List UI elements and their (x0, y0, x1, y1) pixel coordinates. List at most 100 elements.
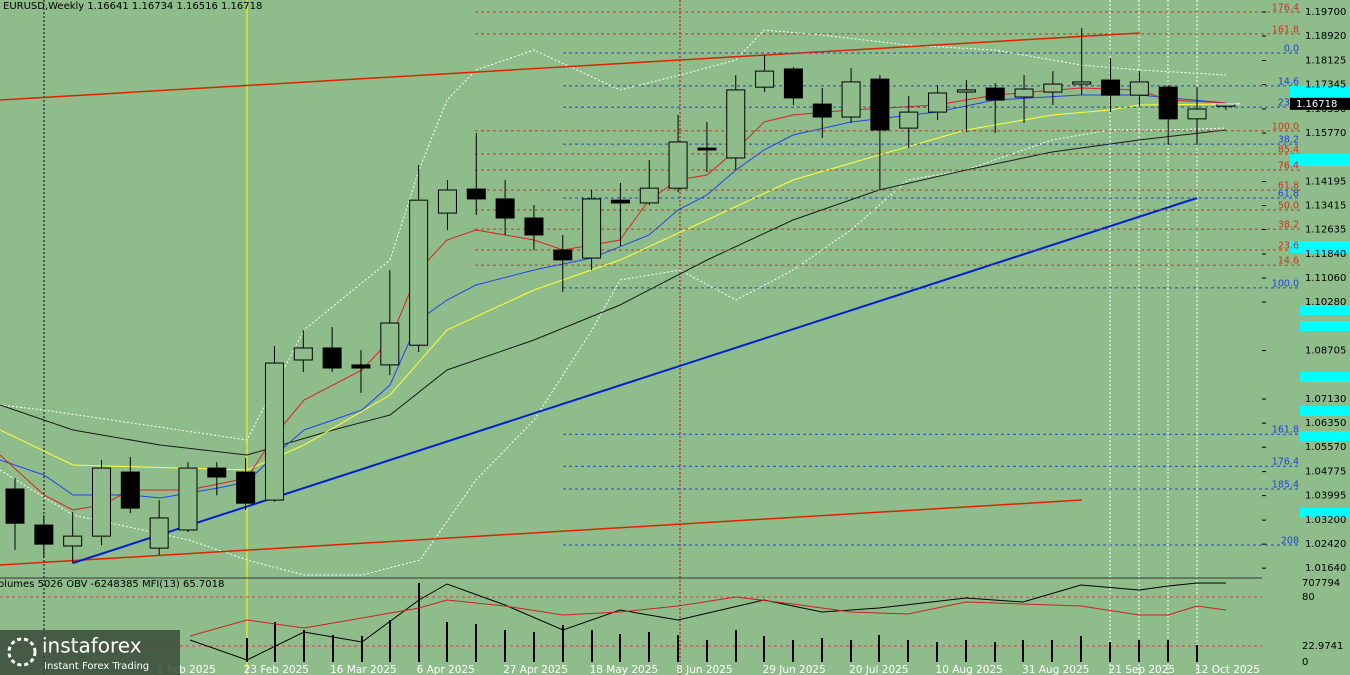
fib-label: 161.8 (1272, 425, 1299, 436)
y-tick-label: 1.10280 (1305, 297, 1346, 308)
panel-scale-label: 707794 (1302, 578, 1340, 589)
y-tick-label: 1.01640 (1305, 563, 1346, 574)
logo-name: instaforex (42, 634, 142, 658)
x-tick-label: 12 Oct 2025 (1195, 664, 1260, 675)
fib-label: 61.8 (1278, 180, 1299, 191)
candle-body (985, 87, 1005, 101)
y-tick-label: 1.19700 (1305, 7, 1346, 18)
band-upper (0, 29, 1227, 441)
panel-scale-label: 22.9741 (1302, 641, 1343, 652)
candle-body (928, 92, 948, 113)
y-tick-label: 1.11840 (1305, 249, 1346, 260)
price-tag-label: 1.16718 (1296, 99, 1337, 110)
candle-body (5, 488, 25, 524)
chart-title: EURUSD,Weekly 1.16641 1.16734 1.16516 1.… (3, 1, 262, 12)
candle-body (149, 517, 169, 549)
candle-body (466, 188, 486, 200)
candle-body (697, 147, 717, 151)
y-tick-label: 1.18920 (1305, 31, 1346, 42)
x-tick-label: 29 Jun 2025 (763, 664, 826, 675)
candle-body (120, 471, 140, 509)
fib-label: 208 (1281, 536, 1299, 547)
candle-body (668, 141, 688, 189)
candle-body (870, 78, 890, 131)
panel-scale-label: 80 (1302, 592, 1315, 603)
y-tick-label: 1.06350 (1305, 418, 1346, 429)
candle-body (610, 199, 630, 204)
x-tick-label: 16 Mar 2025 (330, 664, 397, 675)
fib-label: 23.6 (1278, 98, 1299, 109)
y-tick-label: 1.11060 (1305, 273, 1346, 284)
x-tick-label: 23 Feb 2025 (244, 664, 309, 675)
fib-label: 100.0 (1272, 121, 1299, 132)
price-tag (1290, 97, 1350, 110)
y-tick-label: 1.13415 (1305, 201, 1346, 212)
candle-body (322, 347, 342, 369)
candle-body (726, 89, 746, 159)
candle-body (1187, 108, 1207, 120)
logo: instaforex Instant Forex Trading (0, 630, 180, 675)
volume-bars (246, 583, 1198, 662)
trend-line (72, 197, 1198, 564)
candle-body (582, 198, 602, 259)
fib-label: 14.6 (1278, 76, 1299, 87)
y-tick-label: 1.03200 (1305, 515, 1346, 526)
x-tick-label: 10 Aug 2025 (936, 664, 1003, 675)
candle-body (293, 347, 313, 361)
ma-slow (0, 129, 1227, 456)
fib-label: 176.4 (1272, 3, 1299, 14)
trend-line (0, 32, 1141, 101)
panel-header: Volumes 5026 OBV -6248385 MFI(13) 65.701… (0, 579, 224, 590)
y-tick-label: 1.03995 (1305, 491, 1346, 502)
plot (5, 11, 1300, 569)
fib-label: 100.0 (1272, 278, 1299, 289)
y-tick-label: 1.15770 (1305, 128, 1346, 139)
y-tick-label: 1.12635 (1305, 225, 1346, 236)
fib-label: 14.6 (1278, 256, 1299, 267)
candle-body (524, 217, 544, 236)
candle-body (264, 362, 284, 501)
x-tick-label: 18 May 2025 (590, 664, 658, 675)
candle-body (207, 467, 227, 478)
candle-body (553, 249, 573, 261)
overlay: 176.4161.8100.085.476.461.850.038.223.61… (157, 3, 1350, 675)
fib-label: 85.4 (1278, 144, 1299, 155)
candle-body (755, 70, 775, 88)
candle-body (351, 364, 371, 369)
fib-label: 23.6 (1278, 241, 1299, 252)
candle-body (841, 81, 861, 118)
panel-scale-label: 0 (1302, 657, 1308, 668)
fib-label: 38.2 (1278, 220, 1299, 231)
candle-body (236, 471, 256, 504)
fib-label: 61.8 (1278, 189, 1299, 200)
candle-body (1158, 86, 1178, 120)
y-tick-label: 1.17345 (1305, 80, 1346, 91)
x-tick-label: 2 Feb 2025 (157, 664, 216, 675)
y-tick-label: 1.02420 (1305, 539, 1346, 550)
x-tick-label: 8 Jun 2025 (676, 664, 732, 675)
fib-label: 38.2 (1278, 135, 1299, 146)
candle-body (437, 189, 457, 214)
x-tick-label: 21 Sep 2025 (1109, 664, 1176, 675)
candle-body (783, 68, 803, 99)
candle-body (639, 187, 659, 204)
candle-body (380, 322, 400, 366)
candle-body (178, 467, 198, 531)
y-tick-label: 1.18125 (1305, 56, 1346, 67)
candle-body (1072, 81, 1092, 85)
y-tick-label: 1.07130 (1305, 394, 1346, 405)
fib-label: 185.4 (1272, 480, 1299, 491)
candle-body (34, 524, 54, 545)
candle-body (812, 103, 832, 118)
candle-body (899, 111, 919, 129)
candle-body (495, 198, 515, 219)
obv-line (189, 582, 1226, 661)
fib-label: 161.8 (1272, 24, 1299, 35)
candle-body (63, 535, 83, 547)
candle-body (1129, 81, 1149, 96)
price-tags (1290, 86, 1350, 518)
x-tick-label: 27 Apr 2025 (503, 664, 568, 675)
candle-body (1043, 83, 1063, 93)
band-lower (0, 127, 1227, 576)
